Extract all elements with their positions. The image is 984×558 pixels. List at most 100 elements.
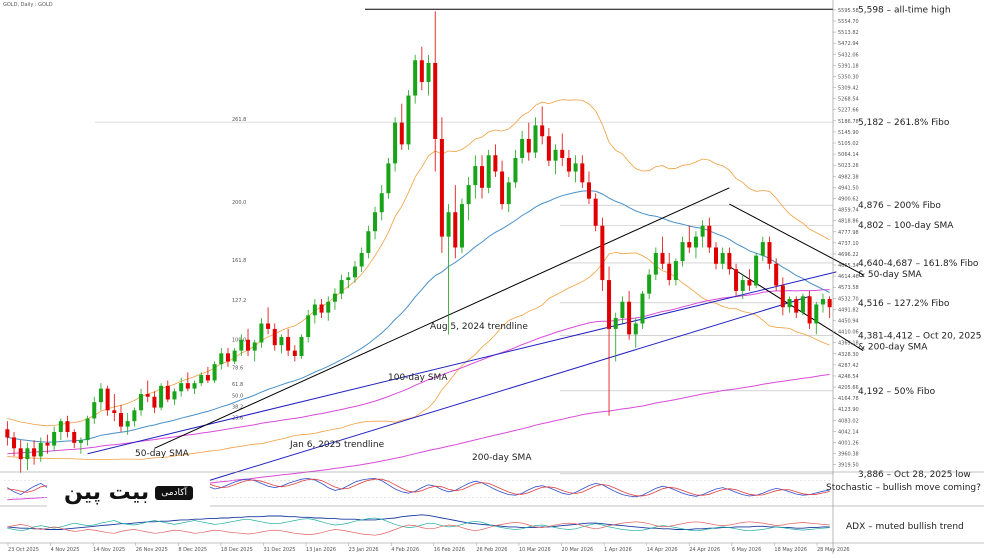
fib-faint-label: 200.0: [232, 200, 246, 206]
aug-trendline-label: Aug 5, 2024 trendline: [430, 322, 528, 332]
candle: [607, 266, 612, 416]
candle-body: [346, 277, 351, 281]
sma-100-line: [7, 289, 830, 455]
candle: [246, 328, 251, 357]
candle-body: [279, 337, 284, 346]
sma-50-line: [7, 190, 830, 443]
price-tick-label: 5391.18: [838, 63, 859, 69]
candle-body: [707, 225, 712, 248]
candle: [386, 157, 391, 199]
candle-body: [513, 157, 518, 183]
candle: [159, 383, 164, 411]
sma100-label: 100-day SMA: [388, 373, 448, 383]
candle-body: [446, 212, 451, 237]
candle-body: [199, 375, 204, 384]
candle: [566, 149, 571, 177]
candle: [279, 334, 284, 354]
time-tick-label: 28 May 2026: [817, 547, 850, 553]
price-tick-label: 4001.26: [838, 441, 859, 447]
candle: [306, 309, 311, 343]
candle-body: [259, 323, 264, 343]
candle: [192, 380, 197, 395]
candle-body: [65, 421, 70, 433]
price-tick-label: 4982.38: [838, 174, 859, 180]
candle: [292, 345, 297, 362]
candle: [319, 299, 324, 319]
candle-body: [687, 242, 692, 248]
candle-body: [566, 157, 571, 172]
candle: [580, 155, 585, 188]
candle: [620, 296, 625, 324]
candle: [520, 130, 525, 164]
candle-body: [426, 62, 431, 82]
candle: [359, 247, 364, 272]
candle-body: [172, 391, 177, 400]
candle: [112, 394, 117, 422]
candle-body: [713, 247, 719, 264]
candle-body: [633, 323, 638, 335]
level-label: 4,192 – 50% Fibo: [858, 387, 936, 397]
candle: [787, 296, 792, 313]
candle-body: [640, 293, 645, 324]
price-tick-label: 4164.78: [838, 396, 859, 402]
trendline: [207, 295, 810, 482]
candle-body: [152, 396, 157, 408]
candle: [667, 252, 672, 286]
candle: [807, 290, 812, 329]
candle: [513, 149, 518, 188]
candle-body: [627, 301, 632, 335]
candle-body: [58, 421, 63, 433]
candle-body: [453, 212, 458, 248]
candle-body: [25, 448, 30, 460]
price-tick-label: 3919.50: [838, 463, 859, 469]
candle: [18, 440, 23, 473]
candle: [446, 204, 451, 335]
candle: [707, 217, 712, 253]
price-tick-label: 5268.54: [838, 97, 859, 103]
candle-body: [332, 293, 337, 302]
candle-body: [18, 448, 23, 460]
price-tick-label: 4696.22: [838, 252, 859, 258]
candle: [453, 185, 458, 259]
candle: [780, 277, 785, 316]
candle: [139, 388, 144, 416]
candle: [78, 437, 83, 454]
candle-body: [800, 296, 805, 313]
candle-body: [680, 242, 685, 262]
candle: [727, 247, 732, 275]
candle-body: [112, 410, 117, 414]
candle: [433, 11, 438, 172]
candle-body: [366, 231, 371, 253]
candle: [673, 258, 678, 286]
candle: [827, 296, 832, 319]
candle: [225, 347, 230, 367]
candle-body: [78, 440, 83, 443]
candle-body: [720, 252, 725, 264]
level-label: 5,598 – all-time high: [858, 5, 951, 15]
candle: [185, 372, 190, 392]
price-tick-label: 5554.70: [838, 19, 859, 25]
candle: [58, 418, 63, 441]
candle: [339, 274, 344, 300]
candle: [660, 236, 665, 270]
time-tick-label: 18 Dec 2025: [221, 547, 253, 553]
candle: [366, 225, 371, 259]
candle: [152, 391, 157, 414]
candle: [540, 106, 545, 145]
price-tick-label: 4614.46: [838, 274, 859, 280]
time-tick-label: 8 Dec 2025: [178, 547, 207, 553]
candle-body: [693, 236, 698, 248]
candle: [506, 176, 511, 213]
candle-body: [767, 242, 772, 264]
candle-body: [306, 315, 311, 338]
candle: [533, 117, 538, 158]
candle: [526, 122, 531, 161]
candle-body: [312, 304, 317, 316]
candle: [553, 144, 558, 175]
candle-body: [266, 323, 271, 329]
candle: [600, 217, 605, 291]
level-label-continued: & 50-day SMA: [858, 270, 922, 280]
price-tick-label: 4205.66: [838, 385, 859, 391]
candle-body: [727, 252, 732, 270]
